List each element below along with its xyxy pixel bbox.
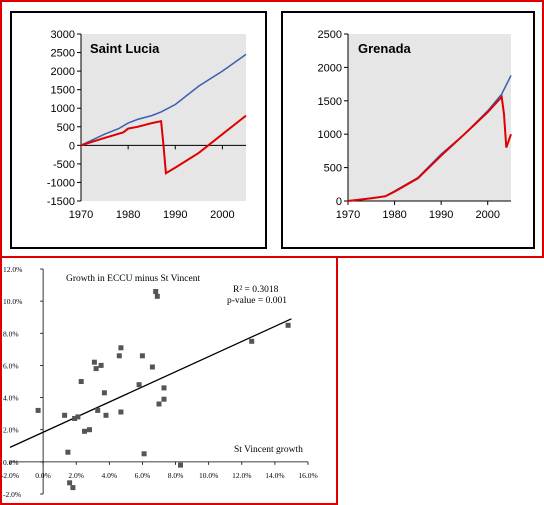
scatter-y-tick-label: -2.0%	[3, 490, 21, 499]
scatter-point	[161, 396, 167, 402]
grenada-title: Grenada	[358, 41, 412, 56]
scatter-point	[72, 416, 78, 421]
y-tick-label: 2500	[51, 48, 75, 60]
x-tick-label: 1990	[429, 209, 453, 221]
scatter-point	[136, 382, 142, 388]
eccu-vs-st-vincent-scatter: Growth in ECCU minus St Vincent R² = 0.3…	[1, 265, 318, 499]
scatter-point	[62, 412, 68, 418]
scatter-y-tick-label: 8.0%	[3, 329, 19, 338]
y-tick-label: 3000	[51, 29, 75, 41]
scatter-point	[67, 480, 73, 486]
scatter-point	[95, 407, 101, 413]
y-tick-label: -1500	[47, 196, 75, 208]
scatter-point	[139, 353, 145, 359]
y-tick-label: 2000	[51, 66, 75, 78]
scatter-x-tick-label: 4.0%	[102, 471, 118, 480]
scatter-point	[118, 345, 124, 351]
scatter-x-tick-label: 10.0%	[199, 471, 218, 480]
scatter-point	[154, 293, 160, 299]
scatter-x-tick-label: 8.0%	[168, 471, 184, 480]
scatter-point	[153, 289, 159, 294]
scatter-y-tick-label: 2.0%	[3, 426, 19, 435]
scatter-y-tick-label: 10.0%	[3, 297, 22, 306]
saint-lucia-chart: Saint Lucia 3000 2500 2000 1500 1000 500 0 -500…	[47, 29, 247, 221]
scatter-x-tick-label: 6.0%	[135, 471, 151, 480]
scatter-point	[65, 449, 71, 455]
scatter-point	[70, 485, 76, 491]
y-tick-label: 2000	[318, 62, 342, 74]
p-value-annotation: p-value = 0.001	[227, 296, 287, 306]
scatter-point	[103, 412, 109, 418]
y-tick-label: -1000	[47, 177, 75, 189]
scatter-point	[249, 338, 255, 344]
scatter-point	[156, 401, 162, 407]
grenada-plot-area	[348, 34, 511, 201]
y-tick-label: 1500	[318, 96, 342, 108]
y-tick-label: 1000	[51, 103, 75, 115]
scatter-point	[101, 390, 107, 396]
scatter-y-axis-title: Growth in ECCU minus St Vincent	[66, 274, 200, 284]
r-squared-annotation: R² = 0.3018	[233, 285, 279, 295]
y-tick-label: 500	[57, 122, 75, 134]
scatter-point	[35, 407, 41, 413]
scatter-point	[149, 364, 155, 370]
scatter-point	[178, 462, 183, 468]
x-tick-label: 2000	[475, 209, 499, 221]
series-line-red	[80, 114, 247, 175]
y-tick-label: 2500	[318, 29, 342, 41]
scatter-x-tick-label: -2.0%	[1, 471, 19, 480]
scatter-point	[91, 359, 97, 365]
y-tick-label: 1000	[318, 129, 342, 141]
scatter-point	[116, 353, 122, 359]
scatter-x-tick-label: 16.0%	[298, 471, 317, 480]
y-tick-label: 1500	[51, 85, 75, 97]
saint-lucia-chart-panel: Saint Lucia 3000 2500 2000 1500 1000 500 0 -500…	[10, 11, 267, 249]
scatter-point	[93, 366, 99, 372]
scatter-point	[98, 362, 104, 368]
series-line-red	[347, 94, 512, 202]
scatter-chart-frame	[0, 256, 338, 505]
scatter-point	[118, 409, 124, 415]
x-tick-label: 2000	[210, 209, 234, 221]
scatter-y-tick-label: 0.0%	[3, 458, 19, 467]
scatter-x-tick-label: 12.0%	[232, 471, 251, 480]
grenada-chart-panel: Grenada 2500 2000 1500 1000 500 0 1970 1980 1990…	[281, 11, 535, 249]
scatter-point	[78, 379, 84, 384]
scatter-y-tick-label: 6.0%	[3, 361, 19, 370]
scatter-point	[82, 428, 87, 434]
y-tick-label: 0	[69, 140, 75, 152]
y-tick-label: -500	[53, 159, 75, 171]
scatter-y-tick-label: 12.0%	[3, 265, 22, 274]
saint-lucia-title: Saint Lucia	[90, 41, 160, 56]
scatter-point	[161, 385, 167, 391]
scatter-x-tick-label: 14.0%	[265, 471, 284, 480]
scatter-point	[87, 427, 92, 433]
x-tick-label: 1980	[116, 209, 140, 221]
x-tick-label: 1970	[69, 209, 93, 221]
series-line-blue	[80, 53, 247, 146]
scatter-point	[141, 451, 147, 457]
scatter-y-tick-label: 4.0%	[3, 394, 19, 403]
y-tick-label: 0	[336, 196, 342, 208]
scatter-x-tick-label: 0.0%	[35, 471, 51, 480]
x-tick-label: 1970	[336, 209, 360, 221]
x-tick-label: 1990	[163, 209, 187, 221]
saint-lucia-plot-area	[81, 34, 246, 201]
scatter-x-tick-label: 2.0%	[68, 471, 84, 480]
x-tick-label: 1980	[382, 209, 406, 221]
scatter-point	[285, 322, 291, 328]
scatter-point	[75, 414, 81, 420]
scatter-x-axis-title: St Vincent growth	[234, 445, 303, 455]
y-tick-label: 500	[324, 163, 342, 175]
trendline	[9, 318, 292, 448]
